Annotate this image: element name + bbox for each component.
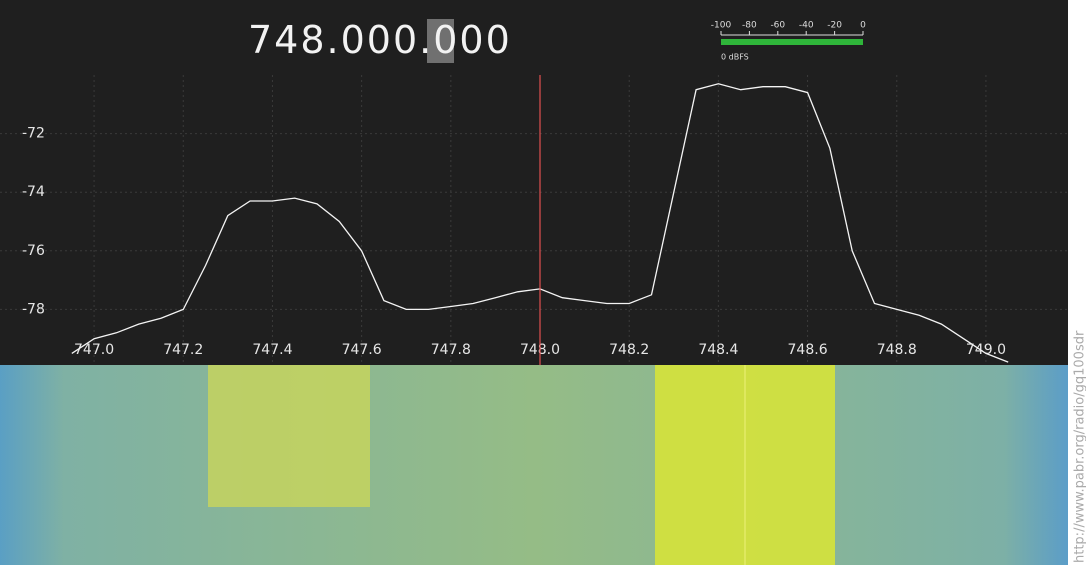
x-tick-label: 747.0: [74, 342, 114, 358]
y-tick-label: -72: [22, 126, 45, 142]
x-tick-label: 747.6: [342, 342, 382, 358]
watermark: http://www.pabr.org/radio/gq100sdr: [1073, 330, 1086, 563]
x-tick-label: 747.2: [163, 342, 203, 358]
meter-tick-label: 0: [860, 21, 866, 31]
meter-label: 0 dBFS: [721, 53, 749, 62]
meter-tick-label: -60: [770, 21, 785, 31]
x-tick-label: 748.8: [877, 342, 917, 358]
x-tick-label: 747.4: [252, 342, 292, 358]
frequency-display[interactable]: 748.000.000: [248, 18, 512, 62]
y-tick-label: -78: [22, 301, 45, 317]
sdr-screen: 748.000.000 0 dBFS http://www.pabr.org/r…: [0, 0, 1086, 565]
meter-tick-label: -100: [711, 21, 732, 31]
y-tick-label: -74: [22, 184, 45, 200]
x-tick-label: 748.4: [698, 342, 738, 358]
frequency-selected-digit[interactable]: 0: [433, 18, 459, 62]
x-tick-label: 747.8: [431, 342, 471, 358]
level-meter-bar: [721, 39, 863, 45]
meter-tick-label: -40: [799, 21, 814, 31]
x-tick-label: 748.2: [609, 342, 649, 358]
frequency-digits: 00: [459, 18, 511, 62]
frequency-digits: 748.000.: [248, 18, 433, 62]
meter-tick-label: -80: [742, 21, 757, 31]
spectrum-background: [0, 0, 1068, 365]
x-tick-label: 748.6: [788, 342, 828, 358]
y-tick-label: -76: [22, 243, 45, 259]
waterfall: [0, 365, 1068, 565]
waterfall-band: [208, 365, 370, 507]
meter-tick-label: -20: [827, 21, 842, 31]
